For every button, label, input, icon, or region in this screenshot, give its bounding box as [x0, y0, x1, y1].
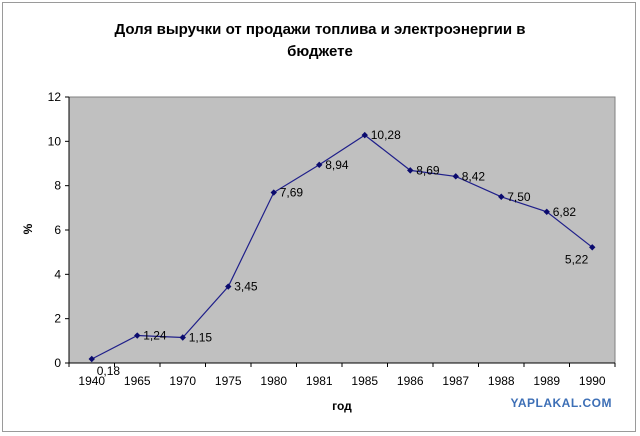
data-label: 7,50: [507, 190, 531, 204]
data-labels: 0,18 1,24 1,15 3,45 7,69 8,94 10,28 8,69 8,42 7,5…: [97, 128, 589, 378]
x-tick-label: 1989: [533, 374, 560, 388]
data-point: [407, 167, 414, 174]
x-tick-label: 1988: [488, 374, 515, 388]
data-label: 8,42: [462, 169, 486, 183]
data-label: 5,22: [565, 252, 589, 266]
data-label: 1,15: [189, 331, 213, 345]
x-tick-label: 1940: [78, 374, 105, 388]
data-point: [270, 189, 277, 196]
data-point: [134, 332, 141, 339]
data-point: [179, 334, 186, 341]
data-label: 7,69: [280, 186, 304, 200]
x-tick-label: 1975: [215, 374, 242, 388]
chart-title-line-1: Доля выручки от продажи топлива и электр…: [115, 21, 526, 38]
data-label: 3,45: [234, 280, 258, 294]
y-tick-label: 8: [54, 179, 61, 193]
plot-area: [68, 96, 616, 364]
x-tick-label: 1965: [124, 374, 151, 388]
data-point: [452, 173, 459, 180]
y-tick-label: 12: [48, 90, 62, 104]
data-markers: [88, 131, 596, 363]
x-tick-label: 1990: [579, 374, 606, 388]
series-line: [91, 134, 593, 360]
x-axis: 1940 1965 1970 1975 1980 1981 1985 1986 1987 1988…: [68, 362, 616, 388]
x-tick-label: 1986: [397, 374, 424, 388]
chart-title-line-2: бюджете: [287, 43, 353, 60]
data-label: 10,28: [371, 128, 401, 142]
data-label: 8,94: [325, 158, 349, 172]
x-tick-label: 1981: [306, 374, 333, 388]
data-label: 6,82: [553, 205, 577, 219]
x-axis-label: год: [332, 399, 352, 413]
data-point: [589, 244, 596, 251]
x-tick-label: 1970: [169, 374, 196, 388]
data-point: [361, 131, 368, 139]
watermark: YAPLAKAL.COM: [510, 396, 612, 410]
y-tick-label: 6: [54, 223, 61, 237]
y-axis: 0 2 4 6 8 10 12: [48, 90, 70, 370]
y-tick-label: 2: [54, 312, 61, 326]
data-point: [498, 193, 505, 200]
y-tick-label: 0: [54, 356, 61, 370]
data-label: 0,18: [97, 364, 121, 378]
data-point: [225, 283, 232, 290]
data-label: 1,24: [143, 329, 167, 343]
x-tick-label: 1980: [260, 374, 287, 388]
y-axis-label: %: [21, 223, 35, 234]
x-tick-label: 1985: [351, 374, 378, 388]
y-tick-label: 10: [48, 134, 62, 148]
data-point: [88, 355, 95, 363]
y-tick-label: 4: [54, 267, 61, 281]
data-label: 8,69: [416, 163, 440, 177]
data-point: [543, 208, 550, 216]
x-tick-label: 1987: [442, 374, 469, 388]
data-point: [316, 161, 323, 169]
